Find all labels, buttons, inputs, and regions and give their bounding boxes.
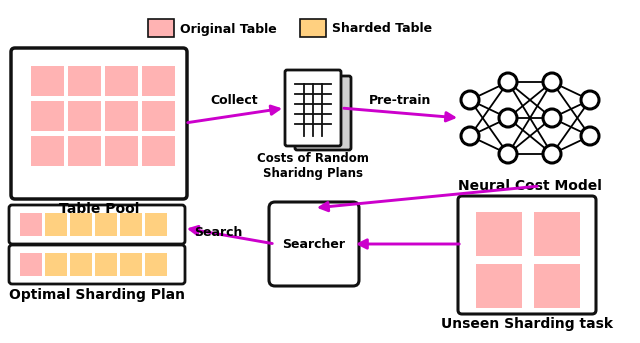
Bar [31,101,64,131]
Text: Original Table: Original Table [180,23,276,35]
Text: Neural Cost Model: Neural Cost Model [458,179,602,193]
FancyBboxPatch shape [9,245,185,284]
Bar [45,253,67,276]
Circle shape [543,73,561,91]
Bar [120,253,142,276]
Circle shape [543,109,561,127]
Circle shape [543,145,561,163]
Bar [68,66,101,96]
Bar [68,101,101,131]
Bar [534,264,580,308]
Bar [45,213,67,236]
Text: Searcher: Searcher [282,237,346,250]
Text: Costs of Random
Sharidng Plans: Costs of Random Sharidng Plans [257,152,369,180]
FancyBboxPatch shape [269,202,359,286]
Circle shape [499,73,517,91]
Circle shape [461,91,479,109]
Bar [70,253,92,276]
Bar [142,101,175,131]
Bar [142,66,175,96]
Bar [476,212,522,256]
Text: Search: Search [195,225,243,238]
Text: Unseen Sharding task: Unseen Sharding task [441,317,613,331]
Bar [20,213,42,236]
FancyBboxPatch shape [458,196,596,314]
Text: Optimal Sharding Plan: Optimal Sharding Plan [9,288,185,302]
Bar [476,264,522,308]
Bar [105,101,138,131]
Bar [68,136,101,166]
Circle shape [581,91,599,109]
FancyBboxPatch shape [11,48,187,199]
Bar [31,66,64,96]
Text: Collect: Collect [210,94,258,106]
Text: Table Pool: Table Pool [59,202,139,216]
FancyBboxPatch shape [285,70,341,146]
FancyBboxPatch shape [300,19,326,37]
Bar [95,213,117,236]
Circle shape [499,145,517,163]
Bar [105,136,138,166]
Circle shape [581,127,599,145]
Circle shape [499,109,517,127]
Circle shape [461,127,479,145]
FancyBboxPatch shape [9,205,185,244]
FancyBboxPatch shape [148,19,174,37]
Bar [95,253,117,276]
Bar [145,213,167,236]
Bar [20,253,42,276]
Text: Sharded Table: Sharded Table [332,23,432,35]
FancyBboxPatch shape [295,76,351,150]
Bar [70,213,92,236]
Bar [31,136,64,166]
Text: Pre-train: Pre-train [369,94,432,106]
Bar [145,253,167,276]
Bar [105,66,138,96]
Bar [120,213,142,236]
Bar [534,212,580,256]
Bar [142,136,175,166]
